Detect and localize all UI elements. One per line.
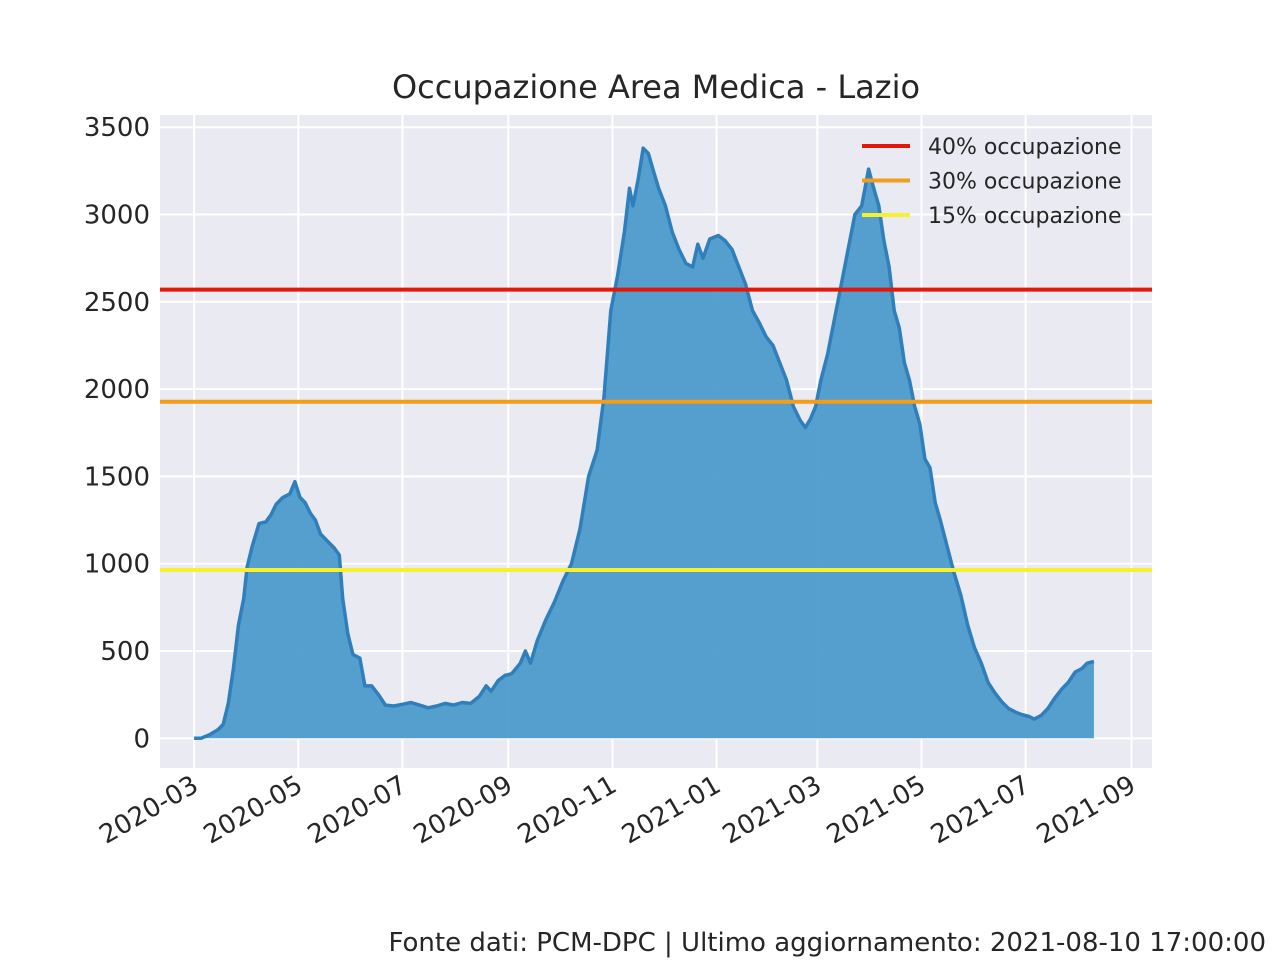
legend: 40% occupazione 30% occupazione 15% occupa… (862, 135, 1122, 229)
legend-label: 30% occupazione (928, 170, 1122, 195)
y-axis-ticks: 0 500 1000 1500 2000 2500 3000 3500 (84, 113, 150, 754)
y-tick-label: 2500 (84, 288, 150, 318)
y-tick-label: 3500 (84, 113, 150, 143)
x-tick-label: 2020-09 (409, 770, 518, 850)
y-tick-label: 3000 (84, 201, 150, 231)
data-area (194, 146, 1095, 741)
x-tick-label: 2021-05 (822, 770, 931, 850)
x-tick-label: 2021-09 (1032, 770, 1141, 850)
x-tick-label: 2020-11 (513, 770, 622, 850)
x-tick-label: 2020-03 (95, 770, 204, 850)
x-tick-label: 2021-01 (617, 770, 726, 850)
x-axis-ticks: 2020-032020-052020-072020-092020-112021-… (95, 770, 1141, 850)
y-tick-label: 0 (133, 724, 150, 754)
legend-label: 40% occupazione (928, 135, 1122, 160)
y-tick-label: 2000 (84, 375, 150, 405)
legend-label: 15% occupazione (928, 204, 1122, 229)
footer-source: Fonte dati: PCM-DPC | Ultimo aggiornamen… (389, 928, 1267, 958)
chart-title: Occupazione Area Medica - Lazio (392, 68, 920, 106)
series-line (194, 146, 1095, 741)
x-tick-label: 2020-07 (303, 770, 412, 850)
threshold-lines (160, 287, 1152, 573)
x-tick-label: 2021-07 (926, 770, 1035, 850)
y-tick-label: 1500 (84, 462, 150, 492)
x-tick-label: 2021-03 (718, 770, 827, 850)
series-area-fill (194, 148, 1094, 739)
y-tick-label: 1000 (84, 550, 150, 580)
y-tick-label: 500 (100, 637, 150, 667)
x-tick-label: 2020-05 (199, 770, 308, 850)
